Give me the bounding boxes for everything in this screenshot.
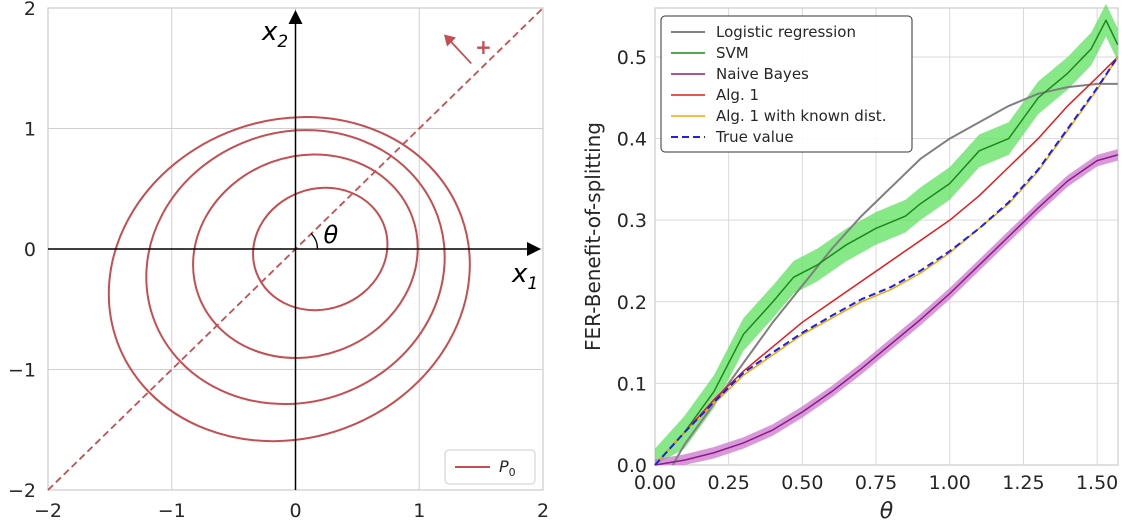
legend-label: Alg. 1 bbox=[716, 86, 759, 104]
y-tick-label: 0 bbox=[24, 239, 36, 261]
y-tick-label: 0.0 bbox=[617, 455, 647, 477]
x2-axis-label: x2 bbox=[261, 17, 288, 52]
right-line-chart: 0.00 0.25 0.50 0.75 1.00 1.25 1.50 0.0 0.1 0.2 0.3… bbox=[581, 3, 1119, 524]
normal-arrow-line bbox=[447, 37, 472, 65]
x-tick-label: 0 bbox=[289, 500, 301, 522]
theta-arc bbox=[310, 232, 319, 250]
x-tick-label: −1 bbox=[158, 500, 186, 522]
series-line bbox=[654, 19, 1119, 466]
legend-label: Logistic regression bbox=[716, 23, 856, 41]
legend-label: Naive Bayes bbox=[716, 65, 809, 83]
legend-label: True value bbox=[715, 128, 794, 146]
y-tick-label: 0.5 bbox=[617, 47, 647, 69]
legend-box bbox=[660, 15, 913, 153]
confidence-band bbox=[655, 149, 1118, 465]
y-tick-label: 1 bbox=[24, 119, 36, 141]
x-axis-label: θ bbox=[880, 499, 894, 524]
x-tick-label: 1.25 bbox=[1002, 472, 1044, 494]
contour-ellipse bbox=[252, 186, 389, 312]
y-tick-label: 0.3 bbox=[617, 210, 647, 232]
theta-label: θ bbox=[324, 221, 339, 249]
x-tick-label: 0.75 bbox=[855, 472, 897, 494]
legend-label-p0: P0 bbox=[499, 457, 516, 479]
contour-ellipse bbox=[107, 116, 471, 443]
y-tick-label: 0.1 bbox=[617, 373, 647, 395]
confidence-band bbox=[655, 3, 1118, 465]
x-tick-label: 1 bbox=[413, 500, 425, 522]
y-tick-label: −1 bbox=[8, 360, 36, 382]
x-tick-label: 0.25 bbox=[708, 472, 750, 494]
y-tick-label: 0.4 bbox=[617, 129, 647, 151]
x-tick-label: 0.50 bbox=[781, 472, 823, 494]
contour-ellipse bbox=[145, 129, 446, 406]
series-line bbox=[654, 56, 1119, 466]
x2-axis-arrowhead bbox=[288, 10, 303, 24]
y-tick-label: 2 bbox=[24, 0, 36, 20]
series-line bbox=[654, 56, 1119, 466]
plus-label: + bbox=[475, 35, 492, 59]
series-line bbox=[654, 56, 1119, 466]
plot-frame bbox=[654, 7, 1119, 466]
legend-label: SVM bbox=[716, 44, 749, 62]
contour-ellipse bbox=[192, 153, 419, 359]
x-tick-label: 2 bbox=[537, 500, 549, 522]
x-tick-label: 0.00 bbox=[634, 472, 676, 494]
x-tick-label: 1.00 bbox=[929, 472, 971, 494]
x1-axis-label: x1 bbox=[511, 259, 538, 294]
series-line bbox=[671, 82, 1118, 466]
series-line bbox=[654, 154, 1118, 466]
y-tick-label: −2 bbox=[8, 480, 36, 502]
y-axis-label: FER-Benefit-of-splitting bbox=[581, 122, 605, 351]
x1-axis-arrowhead bbox=[527, 242, 541, 256]
legend-label: Alg. 1 with known dist. bbox=[716, 107, 886, 125]
left-contour-plot: x1 x2 θ + −2 −1 0 1 2 −2 −1 0 1 2 P0 bbox=[8, 0, 549, 522]
normal-arrowhead bbox=[444, 34, 456, 47]
x-tick-label: −2 bbox=[34, 500, 62, 522]
y-tick-label: 0.2 bbox=[617, 292, 647, 314]
x-tick-label: 1.50 bbox=[1076, 472, 1118, 494]
